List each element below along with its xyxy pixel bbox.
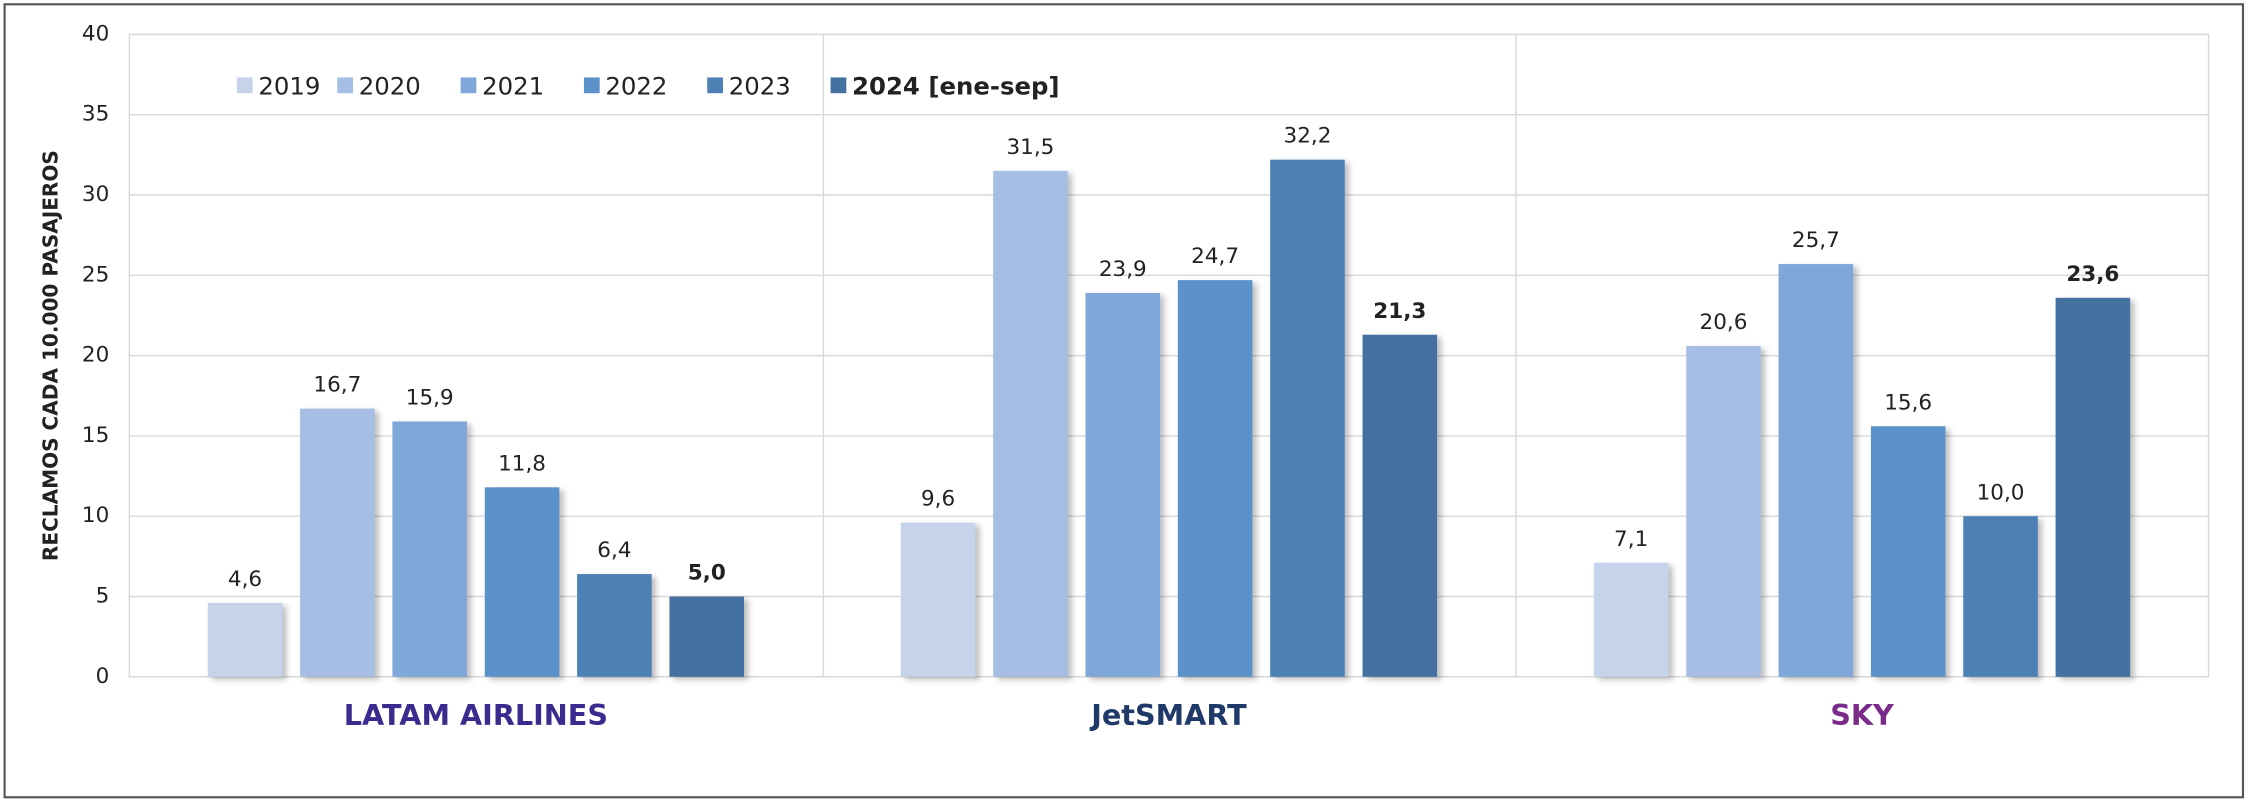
bar (669, 596, 745, 677)
value-label: 5,0 (688, 561, 726, 586)
value-label: 4,6 (228, 567, 262, 592)
legend-label: 2023 (729, 71, 791, 100)
legend-swatch (337, 77, 354, 94)
bar (392, 421, 467, 677)
bar (1362, 334, 1438, 677)
value-label: 31,5 (1006, 135, 1054, 160)
legend-swatch (236, 77, 253, 94)
legend-label: 2019 (258, 71, 320, 100)
bar (207, 602, 283, 677)
value-label: 21,3 (1373, 299, 1426, 324)
value-label: 10,0 (1977, 480, 2025, 505)
value-label: 20,6 (1700, 310, 1748, 335)
bar (1177, 280, 1253, 677)
legend-label: 2024 [ene-sep] (852, 71, 1060, 100)
category-label: JetSMART (1089, 698, 1247, 732)
y-tick-label: 25 (82, 262, 109, 287)
legend-swatch (707, 77, 723, 94)
y-tick-label: 15 (82, 423, 109, 448)
y-tick-label: 35 (82, 102, 109, 127)
value-label: 9,6 (921, 487, 955, 512)
legend-swatch (830, 77, 847, 94)
legend-label: 2020 (359, 71, 421, 100)
category-label: LATAM AIRLINES (344, 698, 608, 732)
bar (1778, 264, 1854, 677)
value-label: 7,1 (1614, 527, 1648, 552)
value-label: 6,4 (597, 538, 631, 563)
value-label: 23,9 (1099, 257, 1147, 282)
y-tick-label: 20 (82, 343, 109, 368)
value-label: 15,9 (406, 386, 454, 411)
category-label: SKY (1830, 698, 1895, 732)
y-axis-title: RECLAMOS CADA 10.000 PASAJEROS (38, 150, 62, 561)
value-label: 11,8 (498, 451, 546, 476)
value-label: 16,7 (313, 373, 361, 398)
legend-label: 2021 (482, 71, 544, 100)
value-label: 24,7 (1191, 244, 1239, 269)
bar (1686, 345, 1761, 677)
legend-swatch (460, 77, 477, 94)
bar (1870, 426, 1946, 677)
bar (993, 170, 1068, 677)
y-tick-label: 0 (96, 664, 110, 689)
bar (900, 522, 976, 677)
y-tick-label: 10 (82, 503, 109, 528)
value-label: 15,6 (1884, 390, 1932, 415)
bar (484, 487, 560, 677)
bar (577, 574, 652, 677)
value-label: 23,6 (2066, 262, 2119, 287)
y-tick-label: 40 (82, 21, 109, 46)
bar (1085, 292, 1161, 677)
bar (1593, 562, 1669, 677)
value-label: 32,2 (1284, 124, 1332, 149)
bar (1963, 516, 2038, 677)
legend-swatch (583, 77, 600, 94)
bar (300, 408, 375, 677)
bar (1270, 159, 1345, 677)
value-label: 25,7 (1792, 228, 1840, 253)
bar (2055, 297, 2131, 677)
y-tick-label: 30 (82, 182, 109, 207)
y-tick-label: 5 (96, 584, 110, 609)
legend-label: 2022 (605, 71, 667, 100)
